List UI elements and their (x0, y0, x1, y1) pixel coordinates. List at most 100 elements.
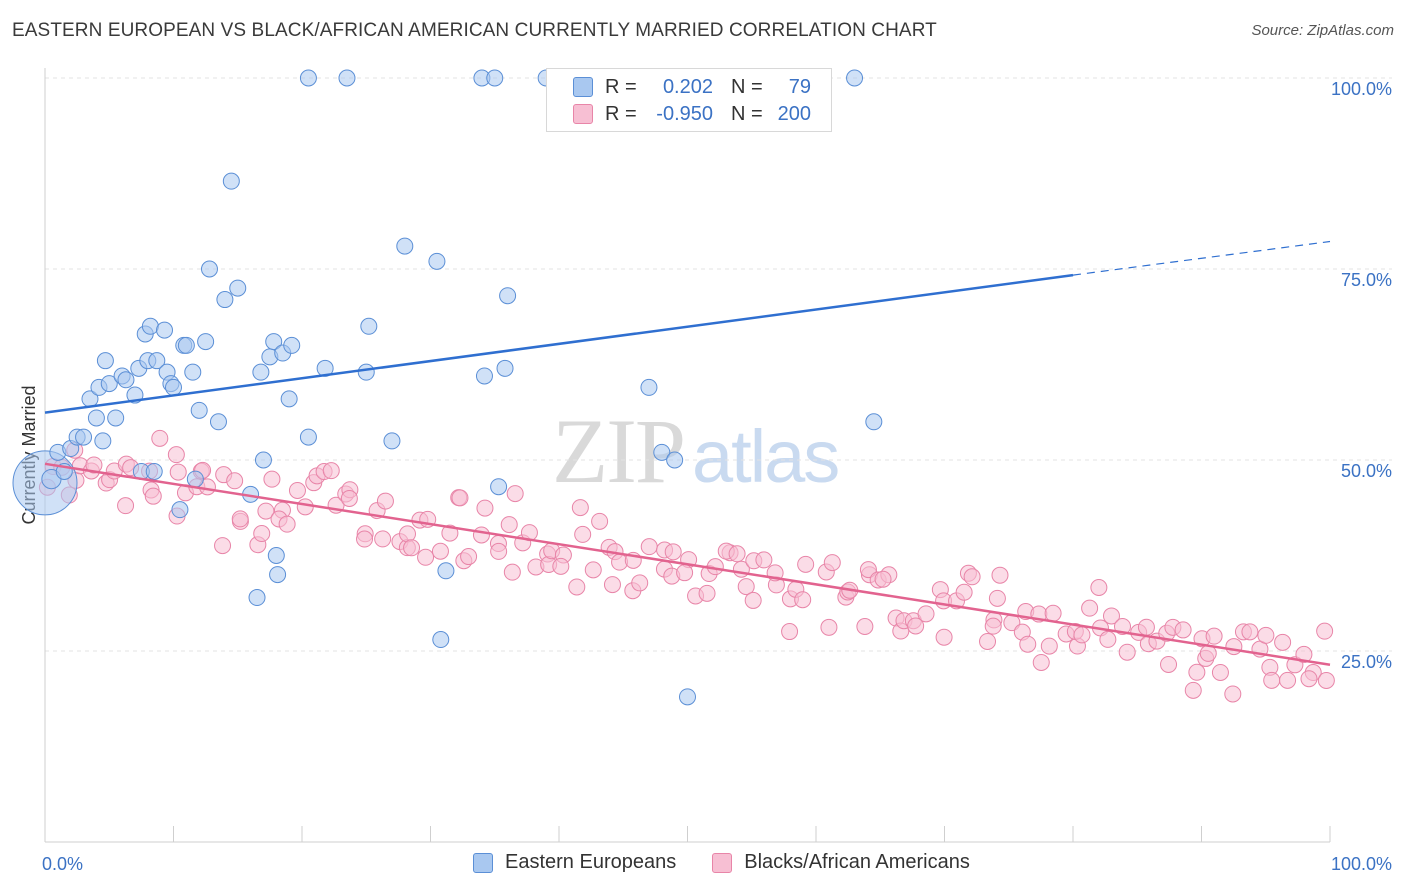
x-tick-label: 100.0% (1331, 854, 1392, 874)
legend-row-eastern-europeans: R = 0.202 N = 79 (573, 75, 811, 99)
legend-r-label: R = (605, 75, 637, 98)
pink-point (1225, 638, 1243, 656)
pink-point (917, 605, 935, 623)
pink-point (744, 591, 762, 609)
legend-label: Eastern Europeans (505, 851, 677, 873)
y-tick-label: 100.0% (1331, 79, 1392, 99)
blue-point (267, 547, 285, 564)
legend-swatch-blue (573, 77, 593, 97)
blue-point (383, 432, 401, 450)
pink-point (1137, 618, 1155, 636)
series-legend: Eastern Europeans Blacks/African America… (473, 851, 1006, 874)
pink-point (226, 472, 244, 490)
pink-point (1274, 633, 1292, 651)
pink-point (935, 628, 953, 646)
pink-point (1316, 622, 1334, 640)
pink-point (1184, 681, 1202, 699)
blue-point (100, 375, 118, 393)
pink-point (1073, 626, 1091, 644)
blue-point (229, 279, 247, 297)
source-credit: Source: ZipAtlas.com (1251, 22, 1394, 39)
pink-point (431, 542, 449, 560)
pink-point (1040, 637, 1058, 655)
pink-point (472, 526, 490, 544)
watermark-atlas: atlas (692, 415, 840, 498)
pink-point (781, 623, 799, 641)
watermark: ZIP atlas (552, 398, 840, 504)
blue-point (107, 409, 125, 427)
blue-point (117, 371, 135, 389)
pink-point (859, 561, 877, 579)
legend-r-value: -0.950 (656, 102, 713, 125)
pink-point (490, 542, 508, 560)
blue-point (653, 443, 671, 461)
pink-point (151, 429, 169, 447)
legend-r-label: R = (605, 102, 637, 125)
pink-point (322, 462, 340, 480)
pink-point (1279, 671, 1297, 689)
pink-point (1044, 604, 1062, 622)
pink-point (963, 568, 981, 586)
blue-point (357, 363, 375, 381)
blue-point (360, 317, 378, 335)
blue-point (428, 252, 446, 270)
legend-r-value: 0.202 (662, 75, 713, 98)
blue-point (248, 589, 266, 607)
pink-point (1211, 663, 1229, 681)
pink-point (167, 446, 185, 464)
blue-point (486, 69, 504, 87)
pink-point (253, 525, 271, 543)
blue-point (283, 336, 301, 354)
blue-point (269, 566, 287, 584)
pink-point (1295, 645, 1313, 663)
pink-point (1118, 643, 1136, 661)
blue-trend-extension (1072, 240, 1331, 276)
blue-point (299, 428, 317, 446)
legend-item-blacks[interactable]: Blacks/African Americans (712, 851, 970, 874)
pink-point (591, 512, 609, 530)
blue-point (496, 359, 514, 377)
pink-point (296, 498, 314, 516)
legend-swatch-blue (473, 852, 493, 873)
pink-point (631, 574, 649, 592)
blue-point (640, 378, 658, 396)
pink-point (1160, 655, 1178, 673)
pink-point (1174, 621, 1192, 639)
pink-point (257, 502, 275, 520)
pink-point (340, 489, 358, 507)
pink-point (755, 551, 773, 569)
blue-point (846, 69, 864, 87)
pink-point (117, 497, 135, 515)
pink-point (1241, 623, 1259, 641)
blue-point (475, 367, 493, 385)
pink-point (571, 499, 589, 517)
blue-point (490, 478, 508, 496)
pink-point (506, 485, 524, 503)
pink-point (907, 617, 925, 635)
pink-point (991, 566, 1009, 584)
pink-point (988, 589, 1006, 607)
legend-item-eastern-europeans[interactable]: Eastern Europeans (473, 851, 676, 874)
pink-point (503, 563, 521, 581)
pink-point (676, 564, 694, 582)
pink-point (979, 632, 997, 650)
pink-point (728, 545, 746, 563)
pink-point (1032, 653, 1050, 671)
pink-point (144, 487, 162, 505)
pink-point (356, 530, 374, 548)
blue-point (265, 333, 283, 351)
blue-point (222, 172, 240, 190)
correlation-legend: R = 0.202 N = 79 R = -0.950 N = 200 (546, 68, 832, 132)
pink-point (820, 618, 838, 636)
legend-swatch-pink (573, 104, 593, 124)
legend-row-blacks: R = -0.950 N = 200 (573, 102, 811, 126)
blue-point (679, 688, 696, 706)
blue-point (184, 363, 202, 381)
y-tick-label: 25.0% (1341, 652, 1392, 672)
pink-point (417, 548, 435, 566)
blue-point (75, 428, 93, 446)
pink-point (376, 492, 394, 510)
blue-point (165, 378, 182, 396)
pink-point (984, 617, 1002, 635)
blue-point (396, 237, 414, 255)
